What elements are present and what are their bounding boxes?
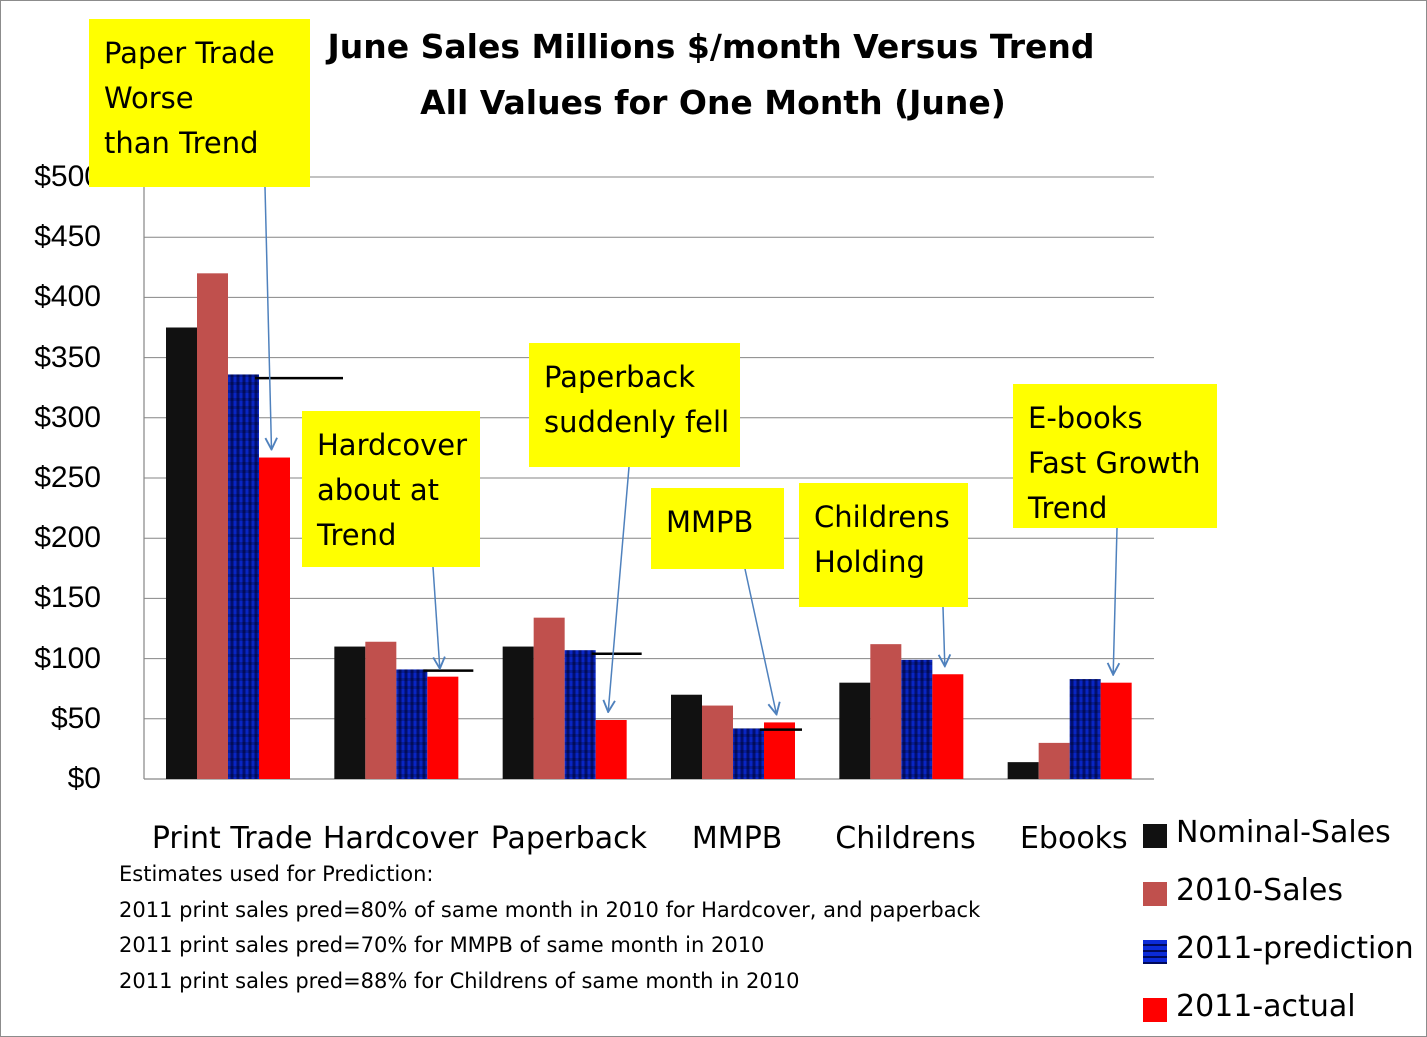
x-tick-label: Hardcover [322,821,479,856]
bar-2010-sales [197,273,228,779]
annotation-line: MMPB [666,505,754,539]
x-tick-label: Print Trade [151,821,313,856]
annotation-line: suddenly fell [544,405,730,439]
y-tick-label: $450 [34,220,101,254]
annotation-arrow [264,186,272,450]
annotation-line: about at [317,473,440,507]
x-tick-label: Paperback [490,821,647,856]
annotation-line: E-books [1028,401,1143,435]
bar-2011-actual [595,720,627,779]
legend-label: 2011-actual [1176,989,1356,1024]
annotation-arrow [432,566,440,669]
legend-swatch [1143,824,1167,848]
y-tick-label: $50 [50,701,101,735]
annotation-hardcover: Hardcover about at Trend [302,411,480,567]
bar-2011-actual [259,457,290,779]
footnote: 2011 print sales pred=80% of same month … [119,897,981,922]
annotation-line: Holding [814,545,925,579]
annotation-line: Childrens [814,500,950,534]
bar-2010-sales [365,641,397,779]
bar-2011-prediction [733,728,764,779]
x-tick-label: MMPB [691,821,783,856]
legend-label: 2011-prediction [1176,931,1414,966]
bar-2011-prediction [564,650,596,779]
annotation-arrow [943,606,945,666]
legend-swatch [1143,940,1167,964]
annotation-line: Trend [317,518,397,552]
footnote: Estimates used for Prediction: [119,862,434,886]
bar-2010-sales [702,705,733,779]
y-tick-label: $100 [34,641,101,675]
bar-2011-prediction [396,669,428,779]
legend-swatch [1143,998,1167,1022]
annotation-paper-trade: Paper Trade Worse than Trend [89,19,310,187]
bar-2010-sales [1038,742,1070,779]
bar-nominal-sales [334,646,366,779]
y-tick-label: $300 [34,400,101,434]
bar-nominal-sales [502,646,534,779]
x-tick-label: Ebooks [1019,821,1128,856]
legend-label: 2010-Sales [1176,873,1344,908]
annotation-childrens: Childrens Holding [799,483,968,607]
bar-nominal-sales [671,694,702,779]
bar-2010-sales [870,644,902,779]
annotation-line: than Trend [104,126,259,160]
legend-label: Nominal-Sales [1176,815,1391,850]
y-tick-label: $400 [34,280,101,314]
bar-nominal-sales [1007,762,1039,779]
y-tick-label: $150 [34,581,101,615]
chart-title: June Sales Millions $/month Versus Trend [327,27,1095,66]
bar-2010-sales [533,617,565,779]
annotation-arrow [1113,527,1117,675]
annotation-arrows [264,186,1117,714]
bars [166,273,1132,779]
bar-nominal-sales [166,327,197,779]
footnote: 2011 print sales pred=88% for Childrens … [119,968,800,993]
annotation-line: Worse [104,81,194,115]
bar-2011-prediction [1069,679,1101,779]
annotation-arrow [744,568,777,714]
y-tick-label: $200 [34,521,101,555]
y-tick-label: $0 [67,762,101,795]
bar-nominal-sales [839,682,871,779]
bar-2011-actual [1100,682,1132,779]
annotation-line: Paperback [544,360,696,394]
bar-2011-actual [932,674,964,779]
y-tick-label: $350 [34,340,101,374]
prediction-footnotes: Estimates used for Prediction: 2011 prin… [119,857,980,999]
annotation-line: Trend [1028,491,1108,525]
bar-2011-actual [764,722,795,779]
bar-2011-actual [427,676,459,779]
legend-swatch [1143,882,1167,906]
annotation-line: Hardcover [317,428,468,462]
annotation-paperback: Paperback suddenly fell [529,343,740,467]
annotation-line: Paper Trade [104,36,275,70]
annotation-line: Fast Growth [1028,446,1201,480]
footnote: 2011 print sales pred=70% for MMPB of sa… [119,933,765,957]
bar-2011-prediction [228,374,259,779]
annotation-arrow [608,466,630,712]
x-tick-label: Childrens [835,821,976,856]
chart-subtitle: All Values for One Month (June) [420,83,1006,122]
y-tick-label: $250 [34,461,101,494]
annotation-mmpb: MMPB [651,488,784,569]
annotation-ebooks: E-books Fast Growth Trend [1013,384,1217,528]
gridlines [143,176,1154,780]
bar-2011-prediction [901,659,933,779]
